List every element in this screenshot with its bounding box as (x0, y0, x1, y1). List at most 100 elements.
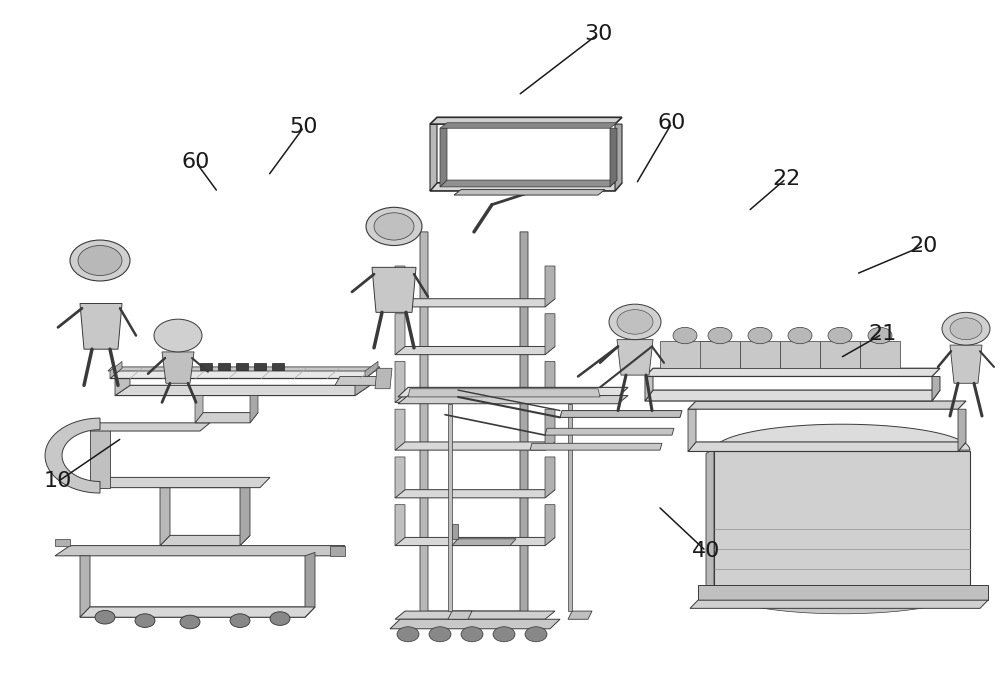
Circle shape (748, 327, 772, 344)
Polygon shape (610, 128, 617, 187)
Circle shape (461, 627, 483, 642)
Polygon shape (568, 611, 592, 619)
Circle shape (374, 213, 414, 240)
Polygon shape (115, 385, 370, 396)
Polygon shape (80, 607, 315, 617)
Polygon shape (162, 352, 194, 383)
Text: 10: 10 (44, 471, 72, 492)
Polygon shape (545, 457, 555, 498)
Polygon shape (45, 418, 100, 493)
Polygon shape (272, 363, 284, 370)
Polygon shape (520, 232, 528, 619)
Polygon shape (335, 376, 385, 385)
Polygon shape (617, 340, 653, 375)
Polygon shape (950, 345, 982, 383)
Polygon shape (698, 585, 988, 600)
Text: 50: 50 (290, 117, 318, 137)
Circle shape (609, 304, 661, 340)
Polygon shape (714, 588, 970, 614)
Polygon shape (395, 611, 555, 619)
Polygon shape (545, 314, 555, 355)
Circle shape (135, 614, 155, 627)
Polygon shape (780, 341, 820, 368)
Polygon shape (545, 409, 555, 450)
Polygon shape (714, 451, 970, 590)
Polygon shape (545, 505, 555, 546)
Polygon shape (90, 423, 210, 431)
Polygon shape (395, 266, 405, 307)
Polygon shape (420, 611, 528, 619)
Polygon shape (395, 490, 555, 498)
Polygon shape (398, 396, 628, 404)
Polygon shape (236, 363, 248, 370)
Polygon shape (375, 368, 392, 389)
Circle shape (154, 319, 202, 352)
Polygon shape (645, 376, 653, 401)
Polygon shape (365, 361, 378, 379)
Circle shape (230, 614, 250, 627)
Polygon shape (958, 409, 966, 451)
Polygon shape (250, 396, 258, 423)
Polygon shape (454, 190, 605, 195)
Circle shape (942, 312, 990, 345)
Polygon shape (545, 266, 555, 307)
Polygon shape (254, 363, 266, 370)
Polygon shape (395, 299, 555, 307)
Polygon shape (110, 361, 122, 379)
Polygon shape (200, 363, 212, 370)
Polygon shape (395, 537, 555, 546)
Circle shape (429, 627, 451, 642)
Polygon shape (55, 539, 70, 546)
Text: 60: 60 (658, 113, 686, 133)
Polygon shape (80, 303, 122, 349)
Circle shape (950, 318, 982, 340)
Polygon shape (55, 546, 345, 556)
Polygon shape (440, 128, 447, 187)
Polygon shape (372, 267, 416, 312)
Circle shape (70, 240, 130, 281)
Polygon shape (645, 368, 940, 376)
Polygon shape (448, 404, 452, 611)
Polygon shape (932, 376, 940, 401)
Polygon shape (452, 539, 516, 546)
Polygon shape (305, 552, 315, 617)
Polygon shape (108, 367, 380, 371)
Polygon shape (395, 409, 405, 450)
Polygon shape (430, 124, 437, 191)
Circle shape (525, 627, 547, 642)
Polygon shape (440, 123, 617, 128)
Polygon shape (448, 611, 472, 619)
Polygon shape (395, 394, 555, 402)
Circle shape (617, 310, 653, 334)
Circle shape (95, 610, 115, 624)
Polygon shape (398, 387, 628, 397)
Circle shape (828, 327, 852, 344)
Polygon shape (615, 124, 622, 191)
Circle shape (180, 615, 200, 629)
Polygon shape (395, 314, 405, 355)
Circle shape (708, 327, 732, 344)
Text: 21: 21 (868, 324, 896, 344)
Polygon shape (688, 409, 696, 451)
Polygon shape (530, 443, 662, 450)
Polygon shape (645, 390, 940, 401)
Polygon shape (452, 524, 458, 539)
Polygon shape (660, 341, 710, 368)
Polygon shape (408, 389, 600, 397)
Polygon shape (395, 505, 405, 546)
Circle shape (673, 327, 697, 344)
Circle shape (366, 207, 422, 246)
Polygon shape (195, 396, 203, 423)
Text: 20: 20 (910, 235, 938, 256)
Text: 40: 40 (692, 541, 720, 561)
Polygon shape (395, 442, 555, 450)
Polygon shape (160, 535, 250, 546)
Circle shape (270, 612, 290, 625)
Circle shape (397, 627, 419, 642)
Circle shape (493, 627, 515, 642)
Text: 22: 22 (772, 168, 800, 189)
Polygon shape (430, 183, 622, 191)
Polygon shape (740, 341, 780, 368)
Polygon shape (195, 413, 258, 423)
Polygon shape (355, 379, 370, 396)
